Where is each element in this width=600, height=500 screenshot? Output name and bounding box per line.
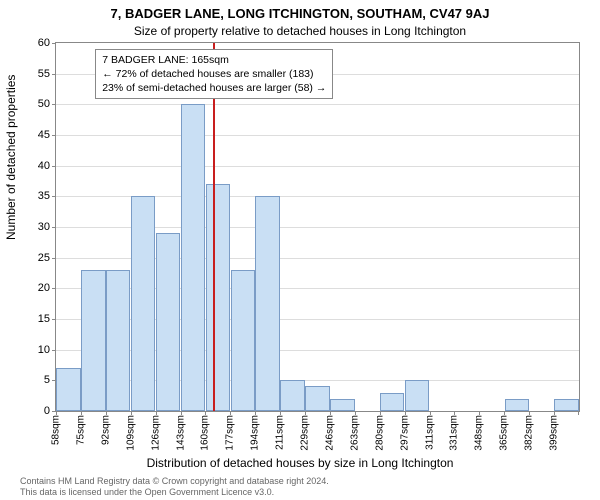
histogram-bar <box>131 196 155 411</box>
histogram-bar <box>554 399 578 411</box>
histogram-bar <box>181 104 205 411</box>
annotation-line2: ← 72% of detached houses are smaller (18… <box>102 67 326 81</box>
histogram-bar <box>505 399 529 411</box>
histogram-bar <box>380 393 404 411</box>
histogram-bar <box>280 380 304 411</box>
histogram-bar <box>206 184 230 411</box>
y-tick-mark <box>52 166 56 167</box>
x-tick-mark <box>330 411 331 415</box>
y-tick-label: 20 <box>38 282 50 294</box>
y-tick-mark <box>52 43 56 44</box>
footer-line1: Contains HM Land Registry data © Crown c… <box>20 476 600 487</box>
y-tick-mark <box>52 104 56 105</box>
x-tick-mark <box>181 411 182 415</box>
y-tick-mark <box>52 350 56 351</box>
x-tick-mark <box>156 411 157 415</box>
x-axis-label: Distribution of detached houses by size … <box>0 456 600 470</box>
histogram-bar <box>255 196 279 411</box>
annotation-line1: 7 BADGER LANE: 165sqm <box>102 53 326 67</box>
x-tick-mark <box>529 411 530 415</box>
x-tick-label: 75sqm <box>75 415 86 445</box>
x-tick-mark <box>504 411 505 415</box>
x-tick-mark <box>479 411 480 415</box>
x-tick-mark <box>380 411 381 415</box>
y-tick-label: 60 <box>38 37 50 49</box>
x-tick-mark <box>405 411 406 415</box>
gridline <box>56 135 579 136</box>
chart-subtitle: Size of property relative to detached ho… <box>0 24 600 38</box>
x-tick-label: 348sqm <box>474 415 485 451</box>
x-tick-label: 160sqm <box>200 415 211 451</box>
x-tick-label: 246sqm <box>324 415 335 451</box>
x-tick-mark <box>430 411 431 415</box>
y-tick-mark <box>52 74 56 75</box>
x-tick-label: 194sqm <box>250 415 261 451</box>
x-tick-label: 92sqm <box>100 415 111 445</box>
gridline <box>56 166 579 167</box>
y-tick-label: 35 <box>38 190 50 202</box>
y-tick-label: 0 <box>44 405 50 417</box>
x-tick-mark <box>255 411 256 415</box>
x-tick-mark <box>305 411 306 415</box>
y-tick-label: 55 <box>38 68 50 80</box>
x-tick-label: 311sqm <box>424 415 435 450</box>
histogram-bar <box>231 270 255 411</box>
histogram-bar <box>81 270 105 411</box>
x-tick-mark <box>205 411 206 415</box>
x-tick-mark <box>554 411 555 415</box>
y-tick-label: 40 <box>38 160 50 172</box>
histogram-bar <box>106 270 130 411</box>
x-tick-label: 280sqm <box>374 415 385 451</box>
y-tick-mark <box>52 227 56 228</box>
chart-container: 7, BADGER LANE, LONG ITCHINGTON, SOUTHAM… <box>0 0 600 500</box>
y-axis-label: Number of detached properties <box>4 75 18 240</box>
x-tick-mark <box>355 411 356 415</box>
annotation-line3: 23% of semi-detached houses are larger (… <box>102 81 326 95</box>
y-tick-label: 5 <box>44 374 50 386</box>
x-tick-label: 211sqm <box>275 415 286 450</box>
x-tick-label: 229sqm <box>300 415 311 451</box>
annotation-box: 7 BADGER LANE: 165sqm← 72% of detached h… <box>95 49 333 100</box>
chart-title: 7, BADGER LANE, LONG ITCHINGTON, SOUTHAM… <box>0 6 600 21</box>
histogram-bar <box>405 380 429 411</box>
histogram-bar <box>330 399 354 411</box>
y-tick-label: 15 <box>38 313 50 325</box>
x-tick-label: 126sqm <box>150 415 161 451</box>
y-tick-label: 45 <box>38 129 50 141</box>
x-tick-label: 58sqm <box>51 415 62 445</box>
x-tick-mark <box>106 411 107 415</box>
y-tick-mark <box>52 135 56 136</box>
x-tick-label: 331sqm <box>449 415 460 451</box>
y-tick-mark <box>52 288 56 289</box>
histogram-bar <box>156 233 180 411</box>
x-tick-label: 297sqm <box>399 415 410 451</box>
histogram-bar <box>56 368 80 411</box>
y-tick-label: 10 <box>38 344 50 356</box>
x-tick-label: 382sqm <box>524 415 535 451</box>
y-tick-mark <box>52 196 56 197</box>
x-tick-mark <box>280 411 281 415</box>
x-tick-mark <box>131 411 132 415</box>
x-tick-label: 109sqm <box>125 415 136 451</box>
x-tick-label: 399sqm <box>549 415 560 451</box>
y-tick-mark <box>52 258 56 259</box>
y-tick-label: 25 <box>38 252 50 264</box>
y-tick-label: 30 <box>38 221 50 233</box>
x-tick-mark <box>578 411 579 415</box>
plot-area: 05101520253035404550556058sqm75sqm92sqm1… <box>55 42 580 412</box>
histogram-bar <box>305 386 329 411</box>
x-tick-mark <box>454 411 455 415</box>
x-tick-mark <box>81 411 82 415</box>
footer-attribution: Contains HM Land Registry data © Crown c… <box>0 476 600 498</box>
x-tick-label: 263sqm <box>349 415 360 451</box>
x-tick-label: 177sqm <box>225 415 236 451</box>
x-tick-label: 143sqm <box>175 415 186 451</box>
x-tick-label: 365sqm <box>499 415 510 451</box>
y-tick-label: 50 <box>38 98 50 110</box>
y-tick-mark <box>52 319 56 320</box>
footer-line2: This data is licensed under the Open Gov… <box>20 487 600 498</box>
x-tick-mark <box>230 411 231 415</box>
x-tick-mark <box>56 411 57 415</box>
gridline <box>56 104 579 105</box>
